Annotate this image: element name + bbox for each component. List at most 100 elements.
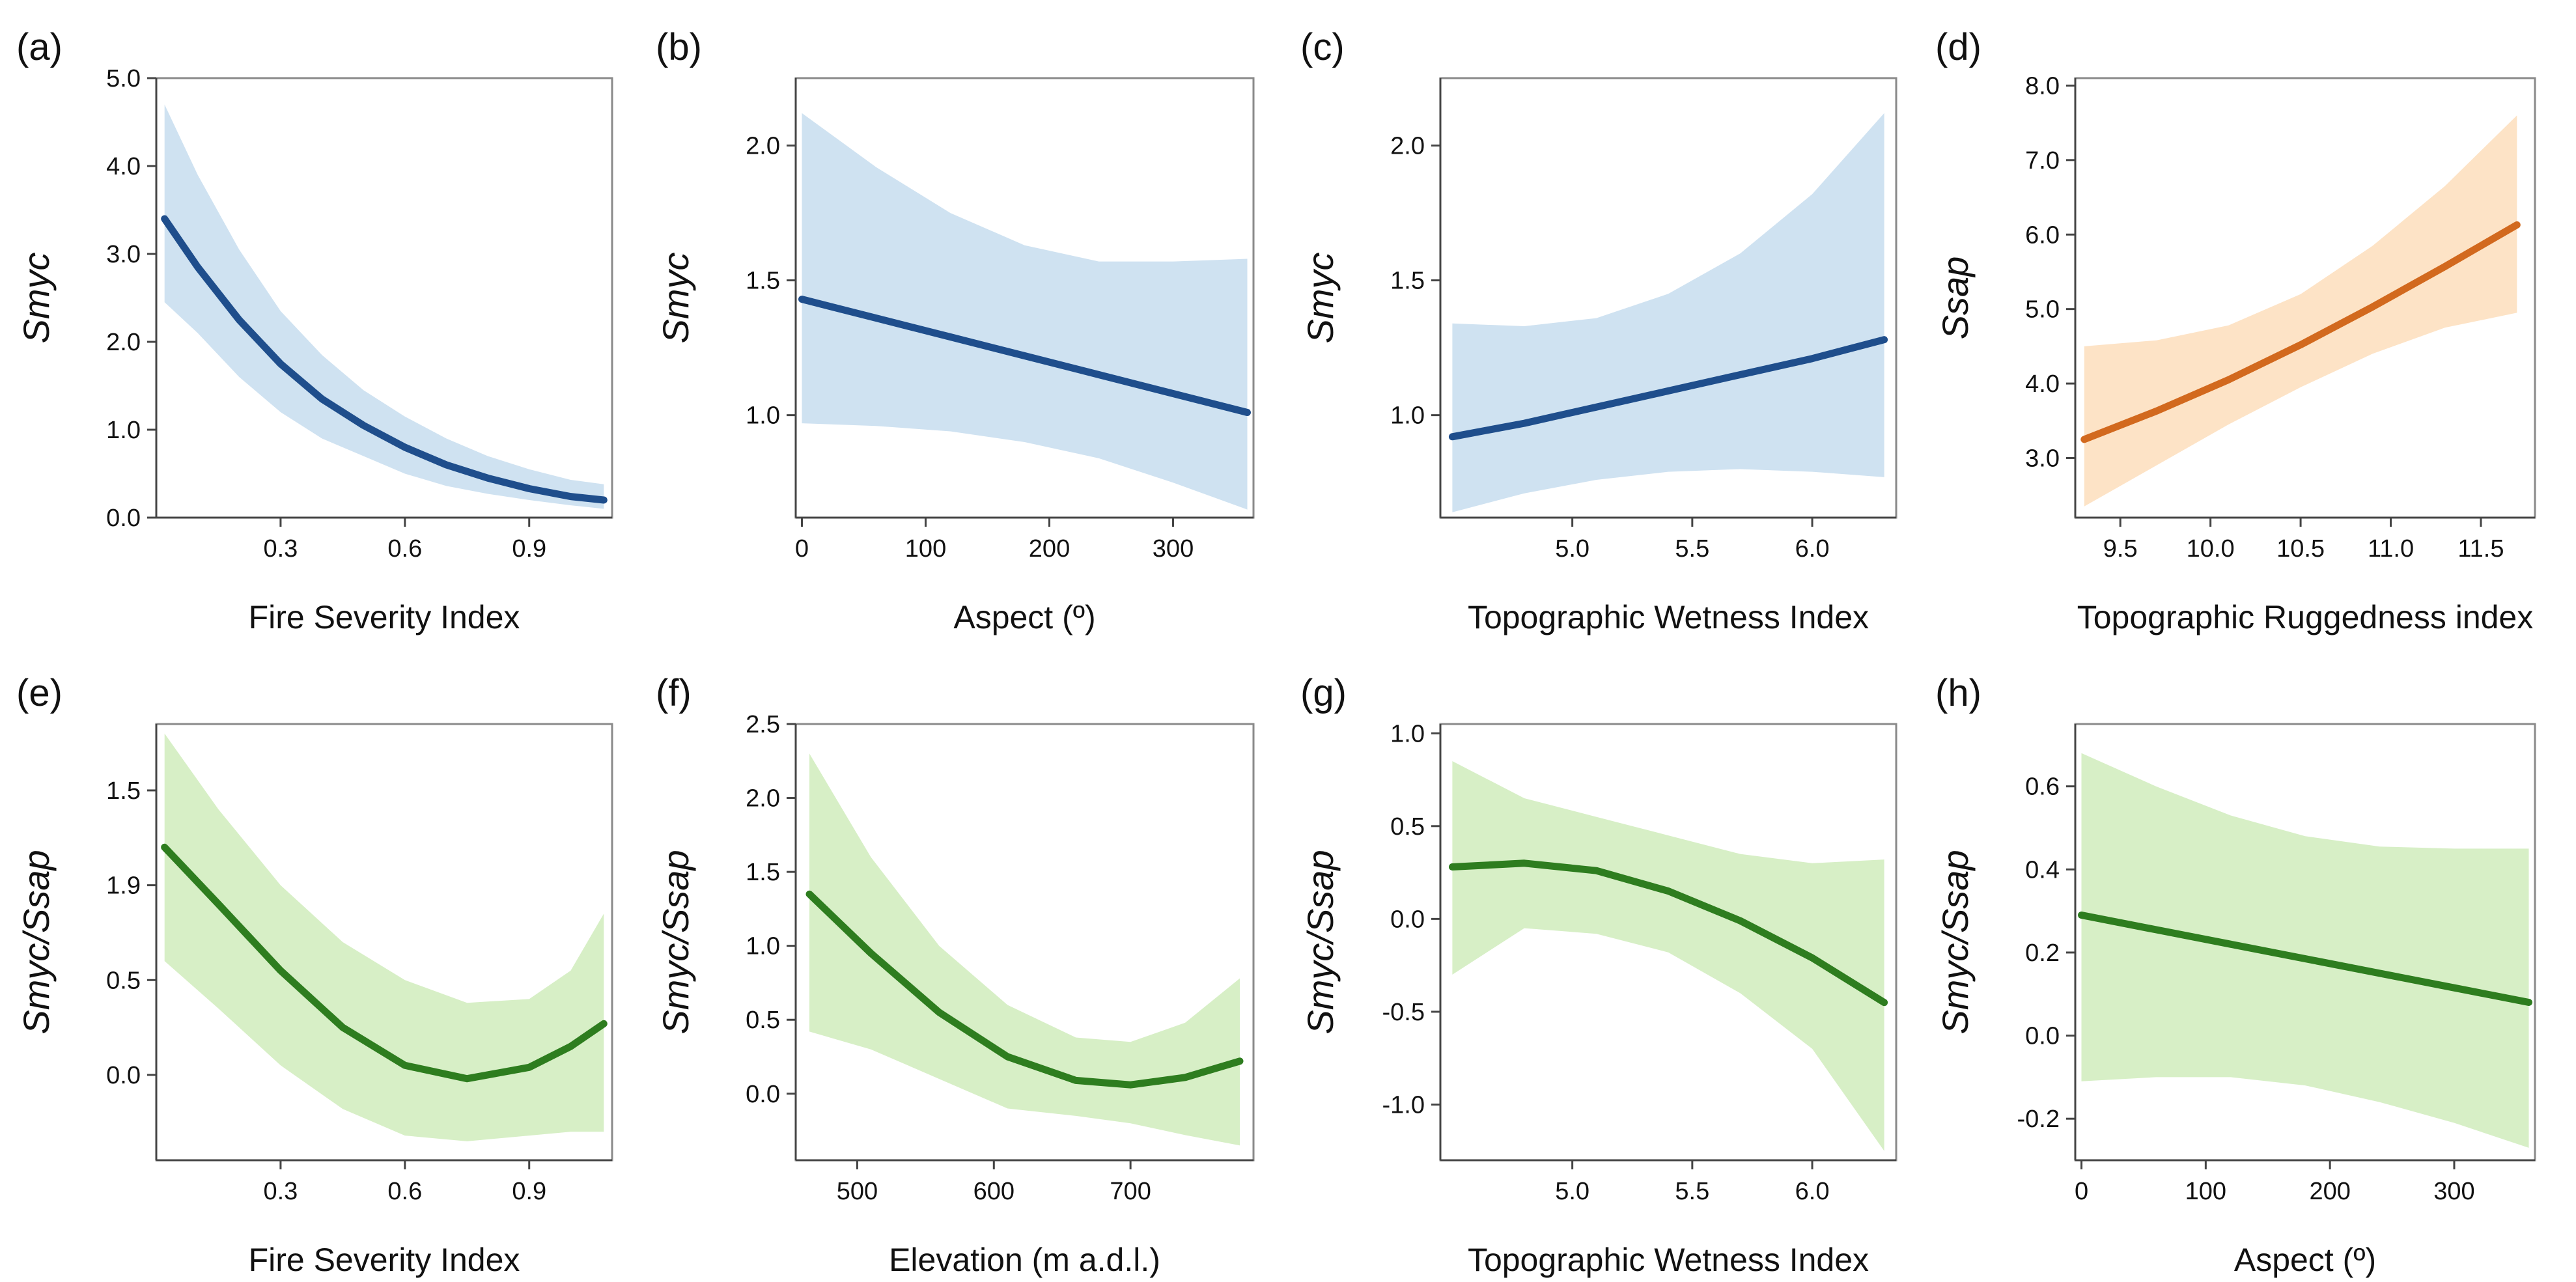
panel-label: (a) (16, 26, 63, 68)
y-tick-label: 1.9 (106, 872, 141, 900)
y-tick-label: 2.5 (746, 711, 780, 738)
panel-label: (c) (1300, 26, 1345, 68)
x-axis-title: Topographic Ruggedness index (2077, 599, 2534, 635)
x-tick-label: 5.5 (1675, 1178, 1709, 1205)
chart-panel: 0.0 0.5 1.9 1.5 0.3 0.6 0.9 (e) Fire Severity In… (16, 672, 613, 1278)
confidence-band (2084, 115, 2517, 507)
chart-panel: -0.2 0.0 0.2 0.4 0.6 0 100 200 300 (h) Aspect (º) S… (1935, 672, 2536, 1278)
x-tick-label: 700 (1110, 1178, 1151, 1205)
x-tick-label: 600 (973, 1178, 1015, 1205)
y-tick-label: 1.5 (1390, 268, 1425, 295)
chart-panel: -1.0 -0.5 0.0 0.5 1.0 5.0 5.5 6.0 (g) Topographic… (1300, 672, 1897, 1278)
x-axis-title: Topographic Wetness Index (1468, 1242, 1869, 1278)
fitted-line (2080, 221, 2521, 443)
y-tick-label: 4.0 (2025, 370, 2060, 398)
panel-label: (e) (16, 672, 63, 714)
x-tick-label: 10.5 (2276, 535, 2325, 563)
y-tick-label: 5.0 (2025, 296, 2060, 324)
fitted-line (161, 215, 608, 504)
y-tick-label: 0.0 (106, 505, 141, 532)
y-axis-title: Smyc/Ssap (655, 850, 696, 1034)
panel-label: (g) (1300, 672, 1347, 714)
x-tick-label: 0.3 (263, 535, 298, 563)
x-axis-title: Aspect (º) (953, 599, 1095, 635)
x-tick-label: 0.9 (512, 535, 546, 563)
chart-panel: 0.0 0.5 1.0 1.5 2.0 2.5 500 600 700 (f) Elevation … (655, 672, 1255, 1278)
y-tick-label: 0.0 (746, 1081, 780, 1108)
x-tick-label: 0.3 (263, 1178, 298, 1205)
x-tick-label: 0.9 (512, 1178, 546, 1205)
y-tick-label: -0.2 (2017, 1106, 2060, 1133)
confidence-band (1452, 761, 1884, 1151)
x-tick-label: 0.6 (387, 535, 422, 563)
x-tick-label: 100 (905, 535, 946, 563)
y-tick-label: 6.0 (2025, 221, 2060, 249)
y-tick-label: 0.0 (1390, 906, 1425, 933)
x-tick-label: 0 (795, 535, 809, 563)
x-axis-title: Fire Severity Index (249, 599, 520, 635)
fitted-line (161, 843, 608, 1083)
x-tick-label: 11.5 (2457, 535, 2504, 563)
y-axis-title: Smyc (655, 253, 696, 344)
x-tick-label: 200 (2309, 1178, 2350, 1205)
panel-label: (f) (656, 672, 692, 714)
y-tick-label: 1.5 (746, 859, 780, 886)
confidence-band (164, 733, 604, 1141)
y-tick-label: 2.0 (106, 329, 141, 356)
y-tick-label: 2.0 (746, 133, 780, 160)
x-axis-title: Elevation (m a.d.l.) (889, 1242, 1160, 1278)
fitted-line (805, 890, 1244, 1089)
confidence-band (2081, 753, 2529, 1148)
x-tick-label: 200 (1029, 535, 1070, 563)
x-axis-title: Fire Severity Index (249, 1242, 520, 1278)
chart-panel: 0.0 1.0 2.0 3.0 4.0 5.0 0.3 0.6 0.9 (a) Fire Sever… (16, 26, 613, 635)
y-tick-label: 0.0 (2025, 1023, 2060, 1050)
y-tick-label: 1.0 (1390, 720, 1425, 747)
y-axis-title: Smyc (1300, 253, 1341, 344)
y-tick-label: 0.6 (2025, 773, 2060, 801)
x-tick-label: 500 (837, 1178, 878, 1205)
fitted-line (1448, 859, 1888, 1007)
confidence-band (1452, 113, 1884, 512)
x-tick-label: 0.6 (387, 1178, 422, 1205)
y-tick-label: 1.0 (746, 933, 780, 960)
x-tick-label: 5.0 (1555, 535, 1589, 563)
panel-label: (b) (656, 26, 702, 68)
y-tick-label: 2.0 (746, 785, 780, 813)
y-tick-label: 0.2 (2025, 940, 2060, 967)
y-tick-label: 1.0 (1390, 402, 1425, 430)
y-tick-label: 0.5 (746, 1007, 780, 1034)
chart-panel: 3.0 4.0 5.0 6.0 7.0 8.0 9.5 10.0 10.5 11.0 11.5 (d)… (1935, 26, 2536, 635)
y-tick-label: 1.5 (746, 268, 780, 295)
y-tick-label: 5.0 (106, 65, 141, 92)
y-axis-title: Smyc/Ssap (16, 850, 57, 1034)
fitted-line (1448, 336, 1888, 441)
y-tick-label: 1.0 (746, 402, 780, 430)
x-tick-label: 9.5 (2103, 535, 2138, 563)
confidence-band (809, 753, 1240, 1146)
y-tick-label: 0.5 (1390, 813, 1425, 841)
x-tick-label: 11.0 (2368, 535, 2414, 563)
y-tick-label: 7.0 (2025, 147, 2060, 174)
y-axis-title: Ssap (1935, 257, 1976, 340)
y-axis-title: Smyc/Ssap (1935, 850, 1976, 1034)
x-tick-label: 300 (1153, 535, 1194, 563)
y-tick-label: 1.5 (106, 777, 141, 805)
y-tick-label: 1.0 (106, 417, 141, 444)
x-axis-title: Aspect (º) (2234, 1242, 2376, 1278)
y-tick-label: 3.0 (106, 241, 141, 268)
confidence-band (802, 113, 1248, 510)
y-axis-title: Smyc (16, 253, 57, 344)
y-tick-label: -0.5 (1382, 999, 1425, 1026)
x-tick-label: 6.0 (1795, 1178, 1830, 1205)
y-tick-label: -1.0 (1382, 1091, 1425, 1119)
confidence-band (164, 104, 604, 509)
y-tick-label: 3.0 (2025, 445, 2060, 472)
y-tick-label: 4.0 (106, 153, 141, 180)
panel-label: (h) (1935, 672, 1981, 714)
fitted-line (798, 296, 1251, 416)
chart-panel: 1.0 1.5 2.0 5.0 5.5 6.0 (c) Topographic Wetness… (1300, 26, 1897, 635)
y-tick-label: 0.0 (106, 1062, 141, 1089)
y-tick-label: 2.0 (1390, 133, 1425, 160)
